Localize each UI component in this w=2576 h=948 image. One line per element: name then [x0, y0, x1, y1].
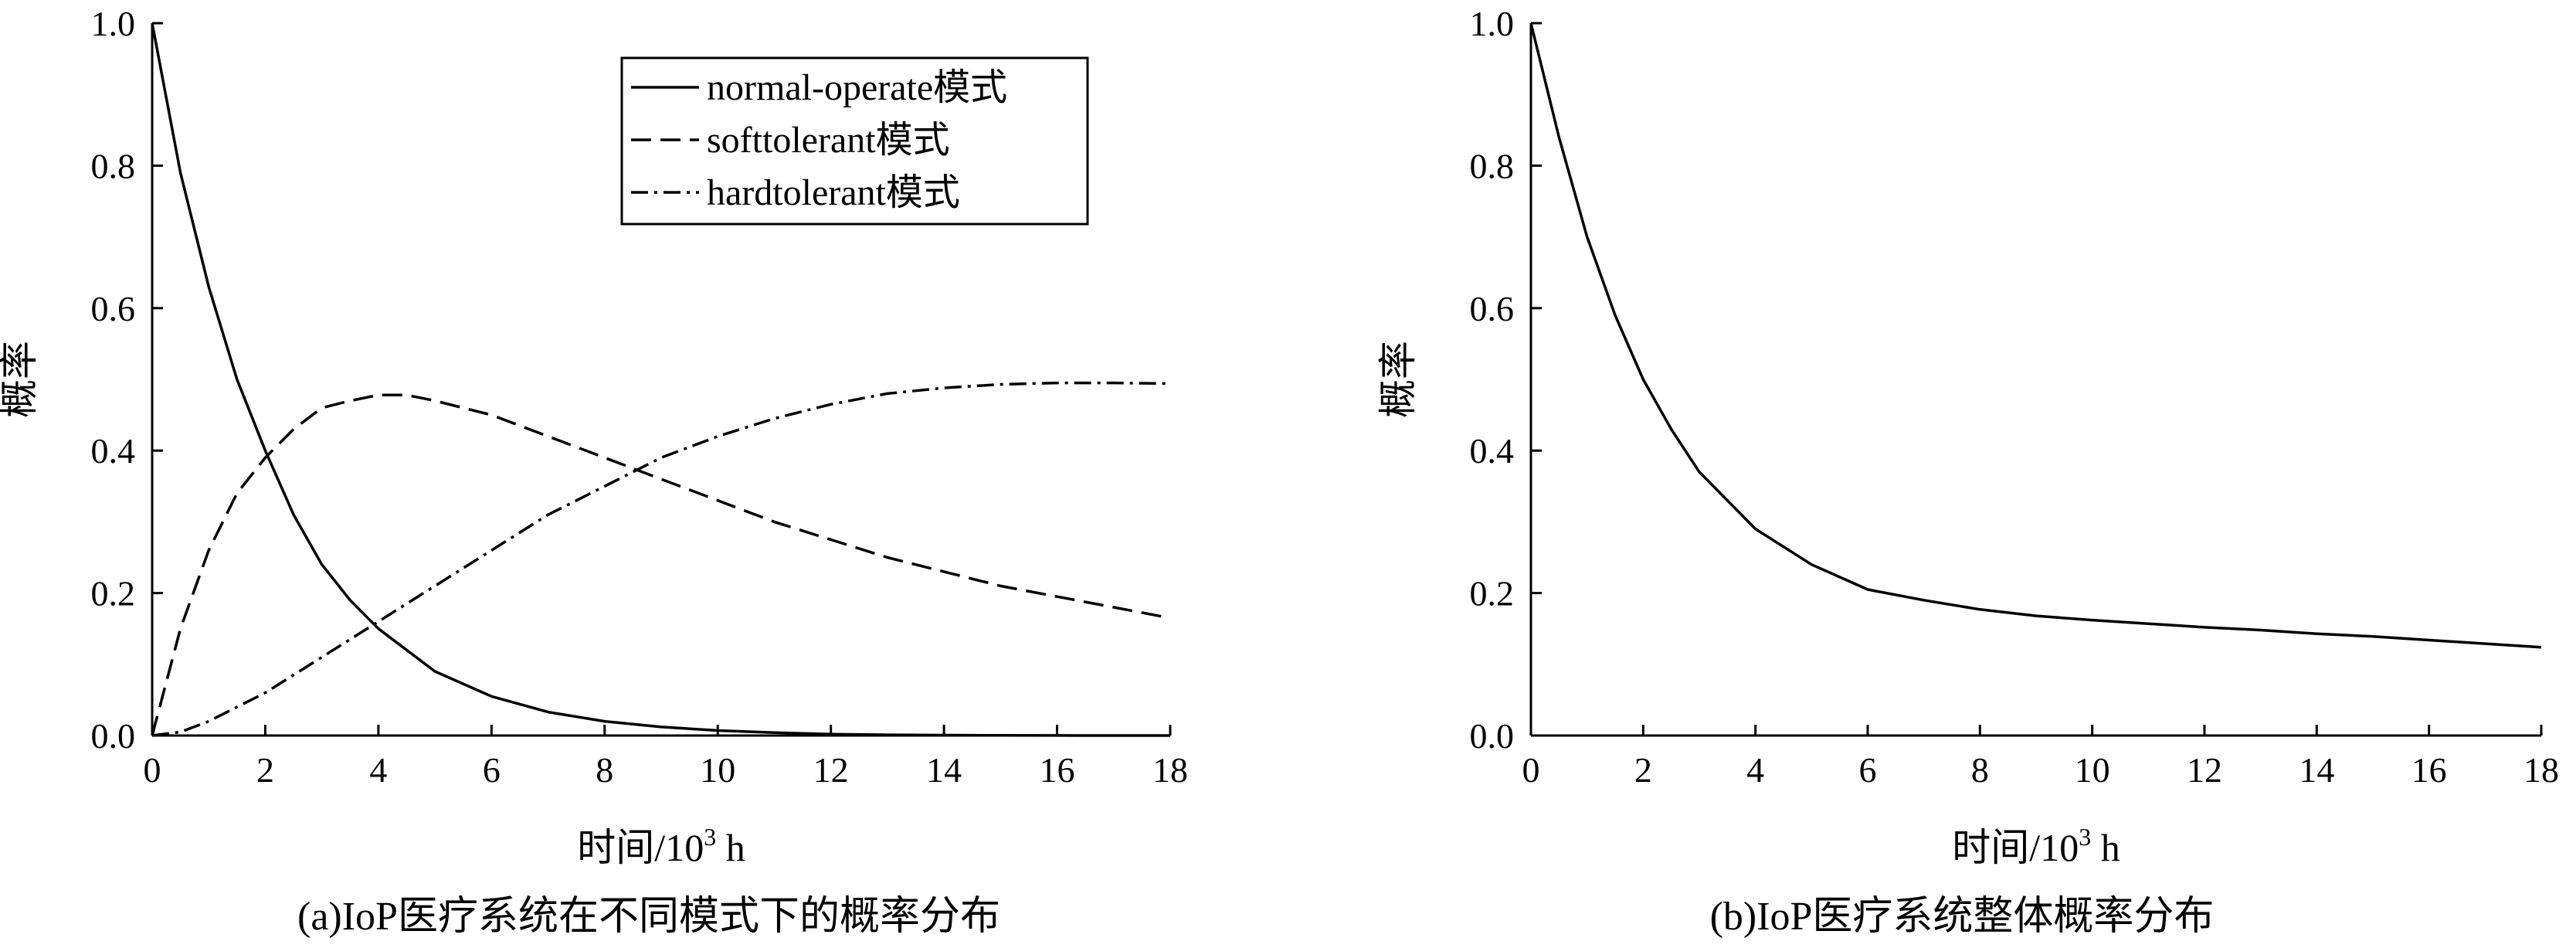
- b-y-tick-label: 0.6: [1470, 289, 1515, 328]
- legend-box: [620, 56, 1089, 226]
- a-y-tick-label: 1.0: [91, 4, 136, 43]
- caption-b: (b)IoP医疗系统整体概率分布: [1710, 895, 2215, 939]
- a-x-tick-label: 12: [813, 750, 849, 790]
- panel-b-chart: 0 2 4 6 8 10 12 14 16 18 0.0 0.2 0.4 0.6 0.8 1.0 时间/103 …: [1376, 4, 2559, 869]
- a-x-tick-label: 2: [256, 750, 274, 790]
- b-x-tick-label: 16: [2411, 750, 2447, 790]
- a-y-tick-label: 0.0: [91, 716, 136, 756]
- a-series-line-dashdot: [151, 381, 1171, 737]
- b-x-tick-label: 8: [1971, 750, 1989, 790]
- a-x-tick-label: 18: [1152, 750, 1188, 790]
- b-y-tick-label: 0.4: [1470, 431, 1515, 471]
- b-x-tick-label: 6: [1859, 750, 1877, 790]
- a-series-line-solid: [151, 22, 1170, 737]
- b-x-tick-label: 2: [1634, 750, 1652, 790]
- b-x-tick-label: 10: [2075, 750, 2110, 790]
- legend-label: normal-operate模式: [707, 67, 1007, 108]
- b-y-tick-label: 1.0: [1470, 4, 1515, 43]
- b-y-tick-label: 0.8: [1470, 146, 1515, 185]
- a-x-tick-label: 14: [926, 750, 962, 790]
- legend-label: softtolerant模式: [707, 120, 950, 161]
- panel-a-chart: 0 2 4 6 8 10 12 14 16 18 0.0 0.2 0.4 0.6 0.8 1.0 时间/103 …: [0, 4, 1188, 869]
- a-y-tick-label: 0.4: [91, 431, 136, 471]
- b-series-line-solid: [1529, 22, 2542, 649]
- a-y-tick-label: 0.6: [91, 289, 136, 328]
- a-y-tick-label: 0.2: [91, 574, 136, 613]
- a-x-tick-label: 10: [700, 750, 735, 790]
- b-x-tick-label: 18: [2523, 750, 2559, 790]
- b-x-tick-label: 14: [2299, 750, 2334, 790]
- a-x-tick-label: 4: [369, 750, 387, 790]
- a-x-tick-label: 0: [144, 750, 161, 790]
- b-y-tick-label: 0.2: [1470, 574, 1515, 613]
- a-y-axis-label: 概率: [0, 341, 41, 418]
- a-x-tick-label: 16: [1040, 750, 1075, 790]
- a-x-axis-label: 时间/103 h: [577, 823, 745, 869]
- a-y-tick-label: 0.8: [91, 146, 136, 185]
- b-x-tick-label: 0: [1522, 750, 1540, 790]
- b-y-tick-label: 0.0: [1470, 716, 1515, 756]
- b-x-axis-label: 时间/103 h: [1952, 823, 2120, 869]
- caption-a: (a)IoP医疗系统在不同模式下的概率分布: [297, 895, 1000, 939]
- b-x-tick-label: 4: [1746, 750, 1764, 790]
- legend-label: hardtolerant模式: [707, 172, 960, 213]
- b-x-tick-label: 12: [2187, 750, 2222, 790]
- b-y-axis-label: 概率: [1376, 341, 1420, 418]
- a-series-line-dashed: [151, 393, 1171, 736]
- a-x-tick-label: 8: [596, 750, 613, 790]
- a-x-tick-label: 6: [483, 750, 501, 790]
